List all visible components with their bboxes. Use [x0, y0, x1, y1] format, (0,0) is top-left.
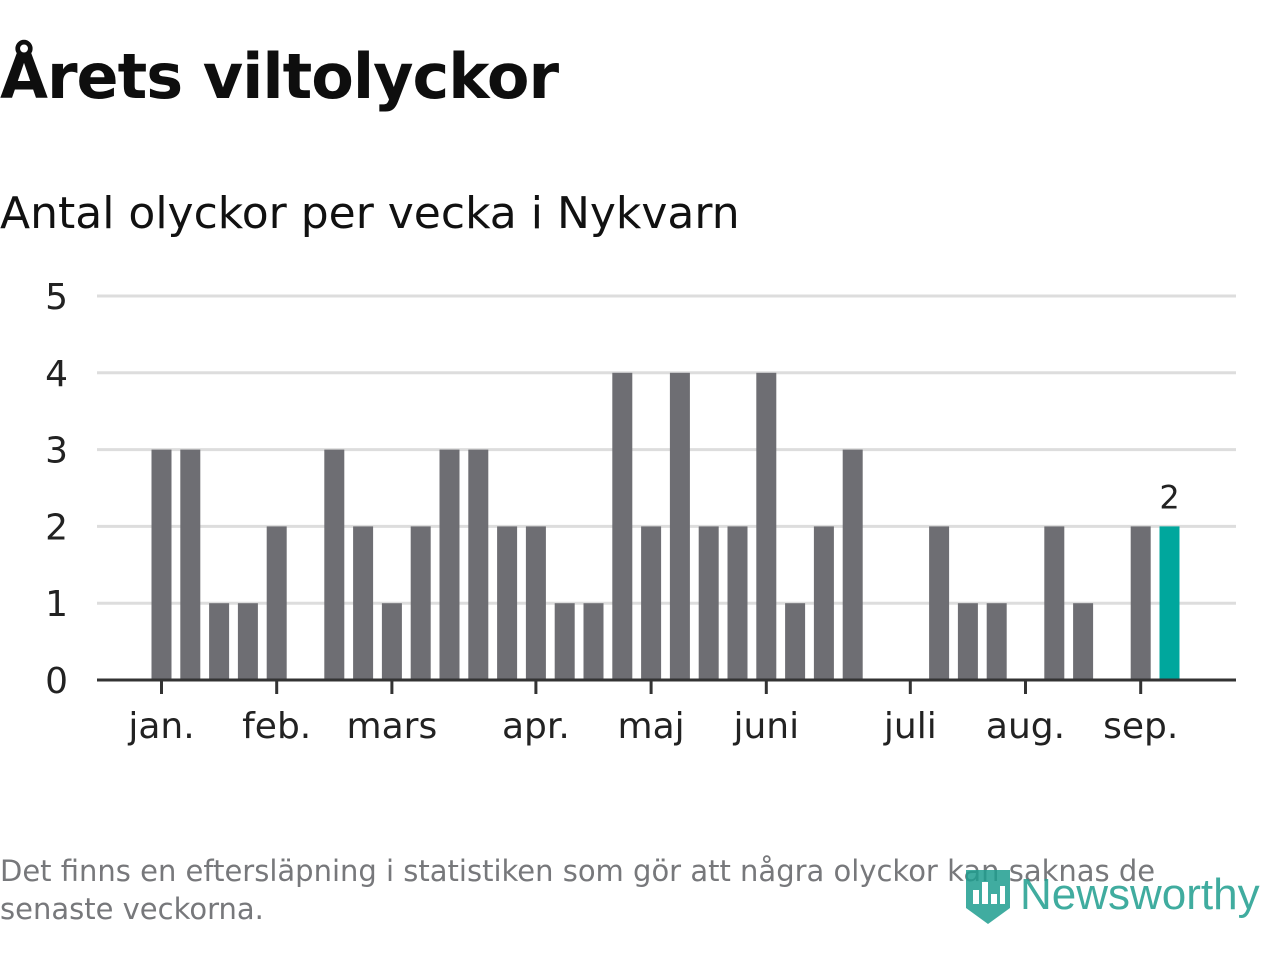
bar-current-week [1159, 526, 1180, 680]
bar [554, 603, 575, 680]
bar [497, 526, 518, 680]
x-tick-label: jan. [127, 706, 194, 747]
newsworthy-logo: Newsworthy [962, 860, 1260, 930]
chart-footnote: Det finns en eftersläpning i statistiken… [0, 854, 1156, 926]
bar [583, 603, 604, 680]
bar [439, 449, 460, 680]
x-tick-label: sep. [1103, 706, 1178, 747]
y-tick-label: 4 [45, 354, 68, 395]
bar [1044, 526, 1065, 680]
bar [525, 526, 546, 680]
bar [324, 449, 345, 680]
bar [957, 603, 978, 680]
bar [727, 526, 748, 680]
data-label: 2 [1159, 478, 1179, 516]
bar [151, 449, 172, 680]
y-tick-label: 3 [45, 431, 68, 472]
y-tick-label: 1 [45, 584, 68, 625]
bar [410, 526, 431, 680]
bar [353, 526, 374, 680]
bar-chart: 0 1 2 3 4 5 2 jan. feb. mars apr. maj juni juli aug. se… [45, 277, 1236, 747]
bar [756, 372, 777, 680]
x-tick-label: apr. [502, 706, 570, 747]
bar [266, 526, 287, 680]
bar [1073, 603, 1094, 680]
bar [842, 449, 863, 680]
chart-title: Årets viltolyckor [0, 40, 559, 113]
y-tick-label: 5 [45, 277, 68, 318]
bar [929, 526, 950, 680]
bar [381, 603, 402, 680]
newsworthy-logo-text: Newsworthy [1020, 870, 1260, 919]
bar [612, 372, 633, 680]
newsworthy-logo-icon [966, 870, 1010, 924]
bar [698, 526, 719, 680]
x-tick-label: juni [732, 706, 799, 747]
x-tick-label: aug. [986, 706, 1065, 747]
bar [641, 526, 662, 680]
chart-subtitle: Antal olyckor per vecka i Nykvarn [0, 188, 740, 239]
x-tick-label: mars [347, 706, 438, 747]
bar [468, 449, 489, 680]
y-tick-label: 0 [45, 661, 68, 702]
bar [180, 449, 201, 680]
y-tick-label: 2 [45, 507, 68, 548]
bar [986, 603, 1007, 680]
bar [209, 603, 230, 680]
bar [237, 603, 258, 680]
x-tick-label: juli [883, 706, 937, 747]
bar [1130, 526, 1151, 680]
x-tick-label: maj [618, 706, 685, 747]
bar [785, 603, 806, 680]
x-tick-label: feb. [242, 706, 311, 747]
bar [813, 526, 834, 680]
bar [669, 372, 690, 680]
